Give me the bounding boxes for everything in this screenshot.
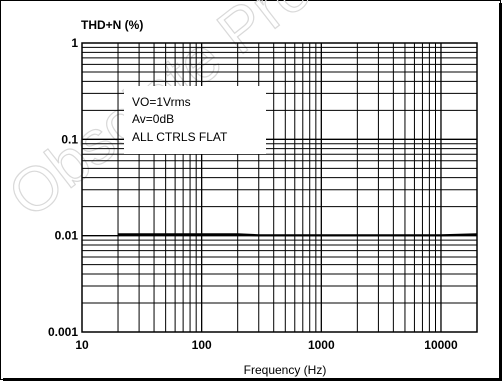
y-tick-label: 0.001 — [48, 325, 78, 339]
plot-area — [81, 42, 478, 333]
y-axis-label: THD+N (%) — [81, 18, 143, 32]
x-tick-label: 100 — [192, 338, 212, 352]
frame-shadow-right — [499, 3, 502, 381]
y-tick-label: 0.01 — [55, 229, 79, 243]
annotation-line-1: VO=1Vrms — [132, 95, 191, 109]
annotation-line-3: ALL CTRLS FLAT — [132, 130, 228, 144]
annotation-line-2: Av=0dB — [132, 112, 174, 126]
x-axis-label: Frequency (Hz) — [244, 363, 327, 377]
condition-annotation: VO=1Vrms Av=0dB ALL CTRLS FLAT — [124, 86, 266, 154]
y-tick-label: 1 — [71, 36, 78, 50]
annotation-background — [124, 86, 266, 154]
series-layer — [118, 233, 478, 237]
y-tick-label: 0.1 — [61, 132, 78, 146]
frame-shadow-bottom — [3, 378, 502, 381]
series-line-0 — [118, 233, 478, 237]
x-tick-label: 1000 — [308, 338, 335, 352]
x-tick-label: 10000 — [424, 338, 458, 352]
x-tick-label: 10 — [75, 338, 89, 352]
tick-labels: 10 100 1000 10000 1 0.1 0.01 0.001 — [48, 36, 458, 352]
